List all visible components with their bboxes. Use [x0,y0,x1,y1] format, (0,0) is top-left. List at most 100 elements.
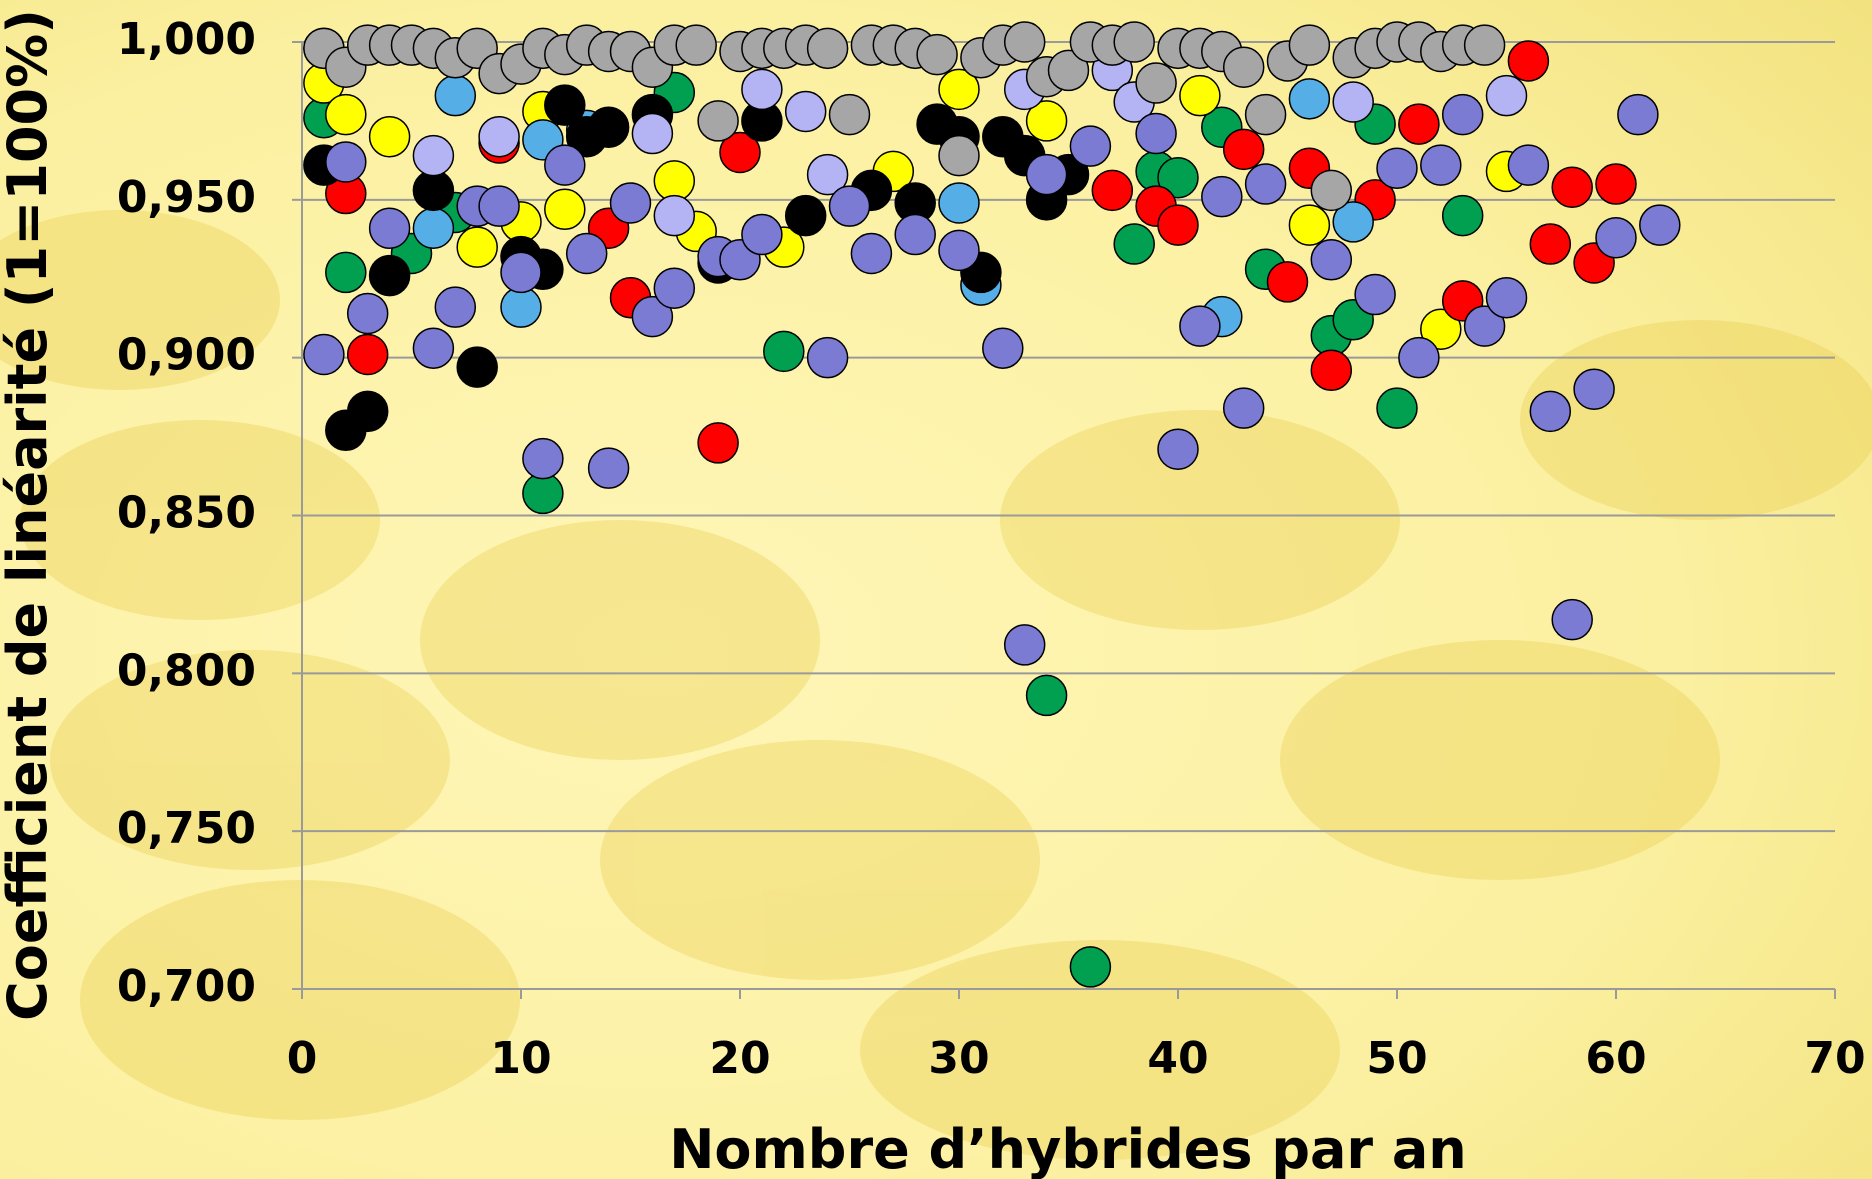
scatter-point [1005,625,1045,665]
scatter-point [1530,224,1570,264]
x-axis-title: Nombre d’hybrides par an [669,1118,1467,1179]
scatter-point [1289,79,1329,119]
scatter-point [1114,224,1154,264]
scatter-point [1289,25,1329,65]
scatter-point [1246,95,1286,135]
scatter-point [370,208,410,248]
x-tick-label: 30 [928,1033,989,1084]
scatter-point [326,142,366,182]
scatter-point [786,196,826,236]
scatter-point [1377,148,1417,188]
scatter-point [895,215,935,255]
scatter-point [1202,177,1242,217]
scatter-point [1377,388,1417,428]
scatter-point [654,196,694,236]
scatter-point [1224,47,1264,87]
scatter-point [1311,240,1351,280]
scatter-point [1268,262,1308,302]
scatter-point [786,91,826,131]
scatter-point [589,107,629,147]
scatter-point [1158,429,1198,469]
scatter-point [1333,82,1373,122]
x-tick-label: 10 [490,1033,551,1084]
scatter-point [523,439,563,479]
scatter-point [676,25,716,65]
scatter-point [1027,155,1067,195]
scatter-point [917,35,957,75]
scatter-point [939,136,979,176]
scatter-point [1596,164,1636,204]
scatter-point [939,183,979,223]
scatter-point [1311,170,1351,210]
scatter-point [545,189,585,229]
scatter-point [1574,369,1614,409]
scatter-point [742,69,782,109]
scatter-point [808,28,848,68]
scatter-point [370,117,410,157]
scatter-point [1136,114,1176,154]
scatter-point [1640,205,1680,245]
scatter-point [413,328,453,368]
scatter-point [698,423,738,463]
scatter-point [851,233,891,273]
scatter-point [1224,388,1264,428]
scatter-point [326,95,366,135]
scatter-point [1092,170,1132,210]
scatter-point [348,391,388,431]
chart: Nombre d’hybrides par an Coefficient de … [0,0,1872,1179]
scatter-point [1289,205,1329,245]
scatter-point [479,186,519,226]
scatter-point [370,256,410,296]
x-tick-label: 70 [1804,1033,1865,1084]
scatter-point [1552,167,1592,207]
page: Nombre d’hybrides par an Coefficient de … [0,0,1872,1179]
scatter-point [589,448,629,488]
scatter-point [1487,278,1527,318]
scatter-point [1421,145,1461,185]
scatter-point [1180,306,1220,346]
scatter-point [698,101,738,141]
scatter-point [611,183,651,223]
scatter-point [1224,129,1264,169]
scatter-point [1070,947,1110,987]
x-tick-label: 0 [287,1033,318,1084]
scatter-point [830,95,870,135]
y-tick-label: 1,000 [117,14,256,65]
scatter-point [1246,164,1286,204]
scatter-point [1487,76,1527,116]
y-tick-label: 0,850 [117,488,256,539]
y-tick-label: 0,950 [117,172,256,223]
y-tick-label: 0,900 [117,330,256,381]
x-tick-label: 40 [1147,1033,1208,1084]
scatter-point [348,293,388,333]
scatter-point [1596,218,1636,258]
scatter-point [742,215,782,255]
y-tick-label: 0,700 [117,961,256,1012]
scatter-point [1399,338,1439,378]
scatter-point [413,208,453,248]
scatter-point [435,76,475,116]
scatter-point [1158,205,1198,245]
scatter-point [830,186,870,226]
x-tick-label: 20 [709,1033,770,1084]
scatter-point [567,233,607,273]
scatter-point [545,145,585,185]
scatter-point [1530,391,1570,431]
scatter-point [1136,63,1176,103]
scatter-point [764,331,804,371]
scatter-point [632,114,672,154]
scatter-point [1552,600,1592,640]
scatter-point [1508,145,1548,185]
scatter-point [1114,22,1154,62]
scatter-point [1005,22,1045,62]
scatter-point [457,347,497,387]
scatter-point [983,328,1023,368]
scatter-point [1027,675,1067,715]
scatter-point [1618,95,1658,135]
scatter-point [1465,25,1505,65]
x-tick-label: 60 [1585,1033,1646,1084]
scatter-point [1355,275,1395,315]
x-tick-label: 50 [1366,1033,1427,1084]
scatter-point [413,136,453,176]
y-tick-label: 0,750 [117,803,256,854]
